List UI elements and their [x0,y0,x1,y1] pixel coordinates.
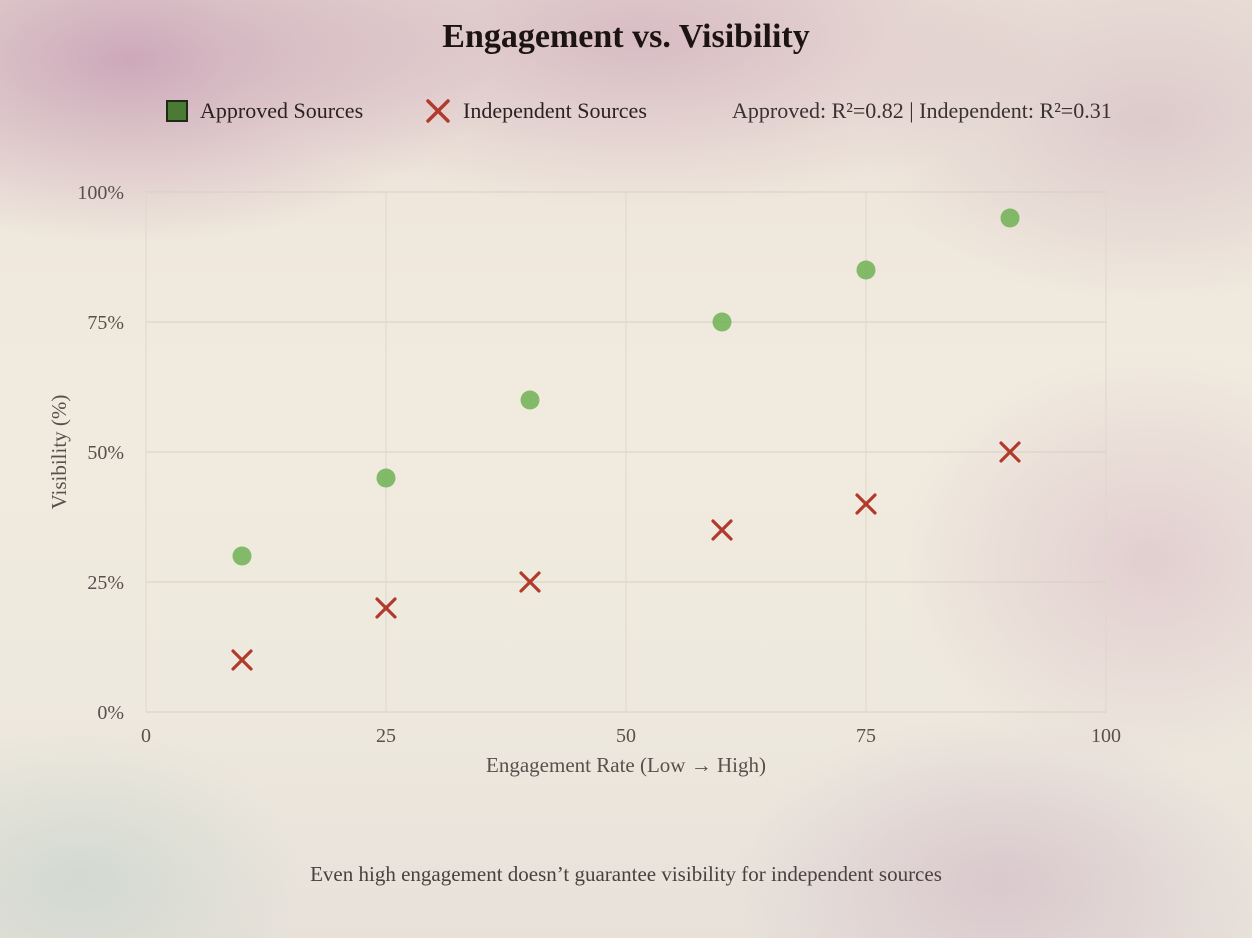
independent-point [999,441,1021,463]
r-squared-stats: Approved: R²=0.82 | Independent: R²=0.31 [732,98,1112,123]
x-tick-label: 0 [141,725,151,747]
independent-point [375,597,397,619]
independent-point [519,571,541,593]
y-tick-label: 25% [87,572,124,594]
y-axis-title: Visibility (%) [47,395,71,510]
footnote: Even high engagement doesn’t guarantee v… [310,862,942,886]
legend-x-marker-icon [426,99,450,123]
approved-point [712,312,732,332]
approved-point [520,390,540,410]
chart-title: Engagement vs. Visibility [442,18,810,55]
y-tick-label: 100% [77,182,124,204]
independent-point [231,649,253,671]
legend-label-independent: Independent Sources [463,98,647,123]
legend-square-marker-icon [166,100,188,122]
independent-point [711,519,733,541]
approved-point [232,546,252,566]
legend-item-approved[interactable]: Approved Sources [166,98,363,124]
x-tick-label: 75 [856,725,876,747]
x-axis-title: Engagement Rate (Low → High) [486,753,766,777]
legend: Approved Sources Independent Sources App… [0,98,1252,132]
y-tick-label: 50% [87,442,124,464]
legend-item-independent[interactable]: Independent Sources [425,98,647,124]
approved-point [376,468,396,488]
independent-point [855,493,877,515]
y-tick-label: 75% [87,312,124,334]
legend-label-approved: Approved Sources [200,98,364,123]
x-tick-label: 25 [376,725,396,747]
x-tick-label: 50 [616,725,636,747]
grid-lines [145,191,1107,713]
x-tick-label: 100 [1091,725,1121,747]
axis-ticks: 0% 25% 50% 75% 100% 0 25 50 75 100 [77,182,1121,747]
approved-point [856,260,876,280]
y-tick-label: 0% [97,702,124,724]
approved-point [1000,208,1020,228]
data-points [231,208,1021,671]
